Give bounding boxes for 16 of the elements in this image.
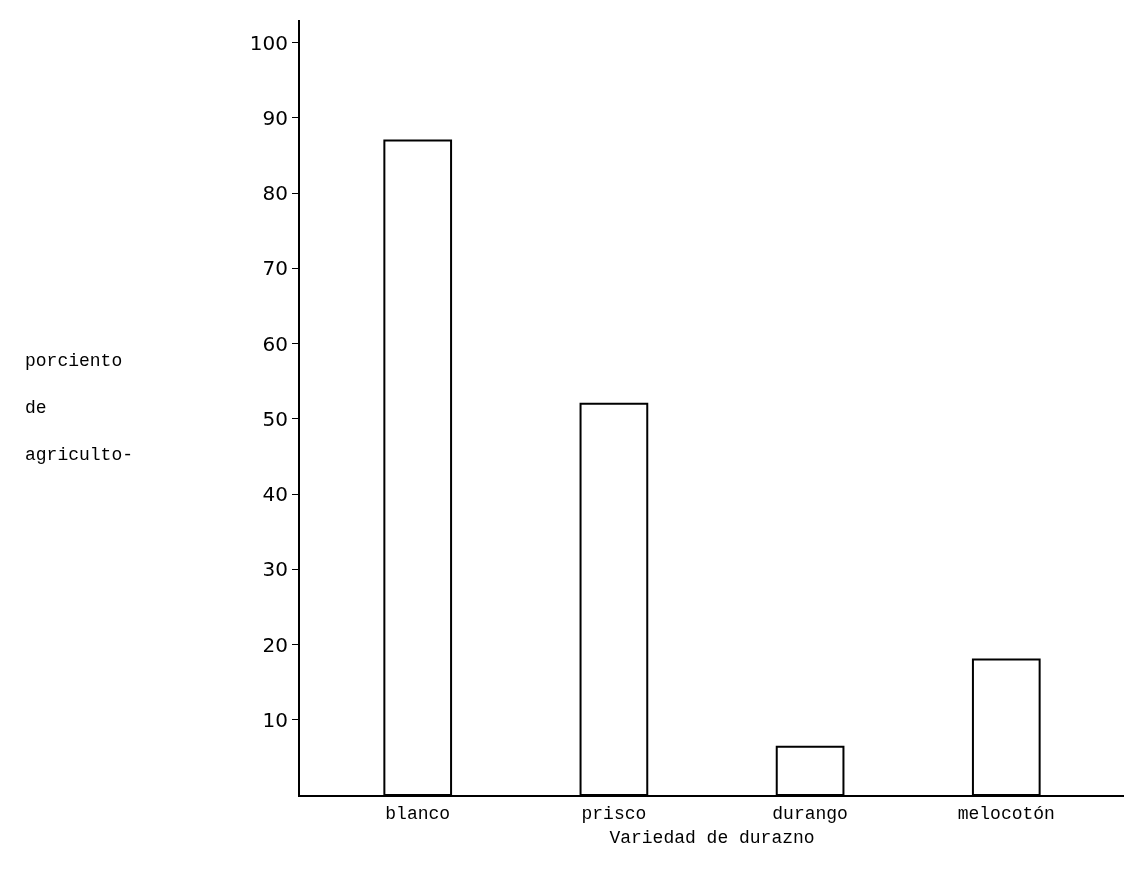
- x-tick-label: melocotón: [957, 803, 1055, 824]
- y-tick-label: 60: [262, 331, 288, 356]
- x-tick-label: blanco: [385, 803, 451, 824]
- y-tick-label: 80: [262, 181, 288, 206]
- y-tick-label: 70: [262, 256, 288, 281]
- y-tick-label: 90: [262, 105, 288, 130]
- x-tick-label: durango: [772, 803, 848, 824]
- x-axis-title: Variedad de durazno: [609, 828, 815, 849]
- y-tick-label: 20: [262, 632, 288, 657]
- x-tick-label: prisco: [581, 803, 647, 824]
- y-tick-label: 50: [262, 406, 288, 431]
- y-tick-label: 30: [262, 557, 288, 582]
- y-tick-label: 10: [262, 707, 288, 732]
- y-tick-label: 100: [249, 30, 288, 55]
- y-tick-label: 40: [262, 482, 288, 507]
- text: porciento de agriculto-: [25, 351, 134, 465]
